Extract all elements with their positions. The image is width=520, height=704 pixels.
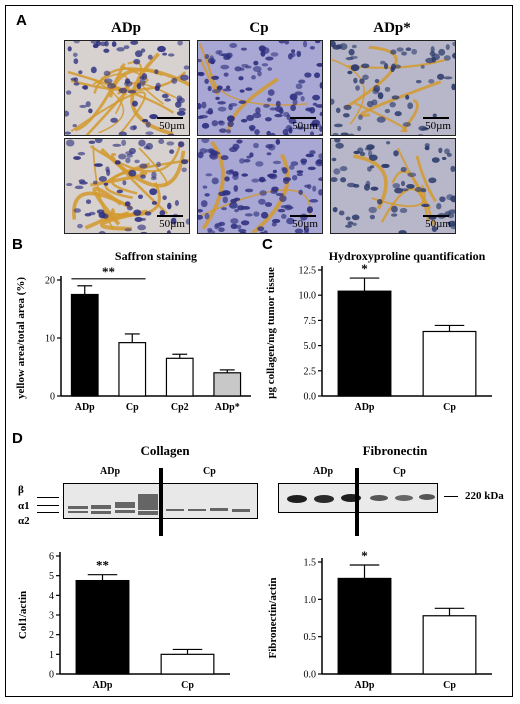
y-tick-label: 1.5: [304, 558, 317, 569]
collagen-title: Collagen: [140, 443, 190, 458]
chart-title: Hydroxyproline quantification: [329, 249, 486, 263]
fibronectin-actin-chart: Fibronectin/actin 0.0 0.5 1.0 1.5 ADp Cp *: [267, 548, 492, 691]
micrograph-adp-2: 50µm: [64, 138, 190, 234]
bar-cp: [160, 653, 215, 675]
col1-actin-chart: Col1/actin 0 1 2 3 4 5 6 ADp Cp **: [17, 552, 230, 691]
band-label-alpha1: α1: [18, 500, 30, 512]
y-axis-label: yellow area/total area (%): [15, 277, 27, 399]
scale-bar-line: [290, 215, 316, 217]
x-tick-label: ADp: [354, 402, 374, 413]
scale-bar-line: [423, 117, 449, 119]
y-tick-label: 5.0: [304, 341, 317, 352]
bar-adp: [70, 293, 99, 397]
bar-adp: [337, 577, 392, 675]
scale-bar-line: [423, 215, 449, 217]
significance-marker: **: [96, 558, 109, 573]
x-tick-label: Cp2: [171, 402, 189, 413]
bar-cp2: [165, 357, 194, 397]
bar-adp-star: [213, 372, 242, 397]
collagen-group-adp: ADp: [100, 466, 121, 477]
panel-label-a: A: [16, 12, 27, 29]
significance-marker: *: [361, 548, 368, 563]
fibronectin-group-cp: Cp: [393, 466, 406, 477]
hydroxyproline-chart: Hydroxyproline quantification µg collagen…: [265, 249, 492, 413]
fibronectin-title: Fibronectin: [362, 443, 428, 458]
column-header-adp: ADp: [110, 20, 141, 36]
scale-bar-line: [157, 215, 183, 217]
x-tick-label: Cp: [181, 680, 194, 691]
bar-adp: [75, 579, 130, 675]
column-header-adp-star: ADp*: [373, 20, 411, 36]
y-tick-label: 2.5: [304, 366, 317, 377]
scale-bar-label: 50µm: [425, 218, 451, 230]
band-label-alpha2: α2: [18, 515, 30, 527]
chart-title: Saffron staining: [115, 249, 197, 263]
panel-label-c: C: [262, 236, 273, 253]
x-tick-label: ADp: [92, 680, 112, 691]
y-tick-label: 0: [49, 670, 54, 681]
figure-border: [5, 5, 513, 697]
x-tick-label: Cp: [126, 402, 139, 413]
scale-bar-label: 50µm: [159, 120, 185, 132]
scale-bar-label: 50µm: [292, 120, 318, 132]
column-header-cp: Cp: [249, 20, 269, 36]
y-tick-label: 0.0: [304, 670, 317, 681]
y-tick-label: 10.0: [299, 291, 317, 302]
y-tick-label: 4: [49, 591, 54, 602]
bar-cp: [422, 330, 477, 397]
band-tick-alpha2: [37, 512, 59, 513]
collagen-blot-divider: [159, 468, 163, 536]
scale-bar-label: 50µm: [159, 218, 185, 230]
y-tick-label: 5: [49, 571, 54, 582]
y-axis-label: µg collagen/mg tumor tissue: [265, 267, 277, 399]
bar-cp: [118, 342, 147, 397]
y-tick-label: 0: [50, 392, 55, 403]
panel-label-d: D: [12, 430, 23, 447]
band-tick-alpha1: [37, 505, 59, 506]
micrograph-cp-2: 50µm: [197, 138, 323, 234]
x-tick-label: Cp: [443, 680, 456, 691]
x-tick-label: ADp: [75, 402, 95, 413]
y-tick-label: 20: [45, 276, 55, 287]
band-label-beta: β: [18, 484, 24, 496]
scale-bar-label: 50µm: [292, 218, 318, 230]
x-tick-label: ADp*: [215, 402, 240, 413]
y-tick-label: 1: [49, 650, 54, 661]
scale-bar-label: 50µm: [425, 120, 451, 132]
scale-bar-line: [157, 117, 183, 119]
y-tick-label: 7.5: [304, 316, 317, 327]
y-tick-label: 10: [45, 334, 55, 345]
bar-adp: [337, 290, 392, 397]
bar-cp: [422, 615, 477, 675]
micrograph-adp-1: 50µm: [64, 40, 190, 136]
micrograph-adp-star-2: 50µm: [330, 138, 456, 234]
micrograph-cp-1: 50µm: [197, 40, 323, 136]
marker-tick: [444, 496, 458, 497]
y-tick-label: 0.5: [304, 632, 317, 643]
y-tick-label: 12.5: [299, 266, 317, 277]
fibronectin-group-adp: ADp: [313, 466, 334, 477]
y-tick-label: 1.0: [304, 595, 317, 606]
saffron-staining-chart: Saffron staining yellow area/total area (…: [15, 249, 251, 413]
panel-label-b: B: [12, 236, 23, 253]
marker-label-220kda: 220 kDa: [465, 490, 504, 502]
y-tick-label: 2: [49, 630, 54, 641]
band-tick-beta: [37, 497, 59, 498]
x-tick-label: Cp: [443, 402, 456, 413]
collagen-group-cp: Cp: [203, 466, 216, 477]
y-tick-label: 6: [49, 552, 54, 563]
y-axis-label: Col1/actin: [17, 591, 29, 639]
significance-marker: *: [361, 261, 368, 276]
scale-bar-line: [290, 117, 316, 119]
y-tick-label: 3: [49, 611, 54, 622]
micrograph-adp-star-1: 50µm: [330, 40, 456, 136]
fibronectin-blot-divider: [355, 468, 359, 536]
significance-marker: **: [102, 264, 115, 279]
y-axis-label: Fibronectin/actin: [267, 577, 279, 658]
x-tick-label: ADp: [354, 680, 374, 691]
y-tick-label: 0.0: [304, 392, 317, 403]
